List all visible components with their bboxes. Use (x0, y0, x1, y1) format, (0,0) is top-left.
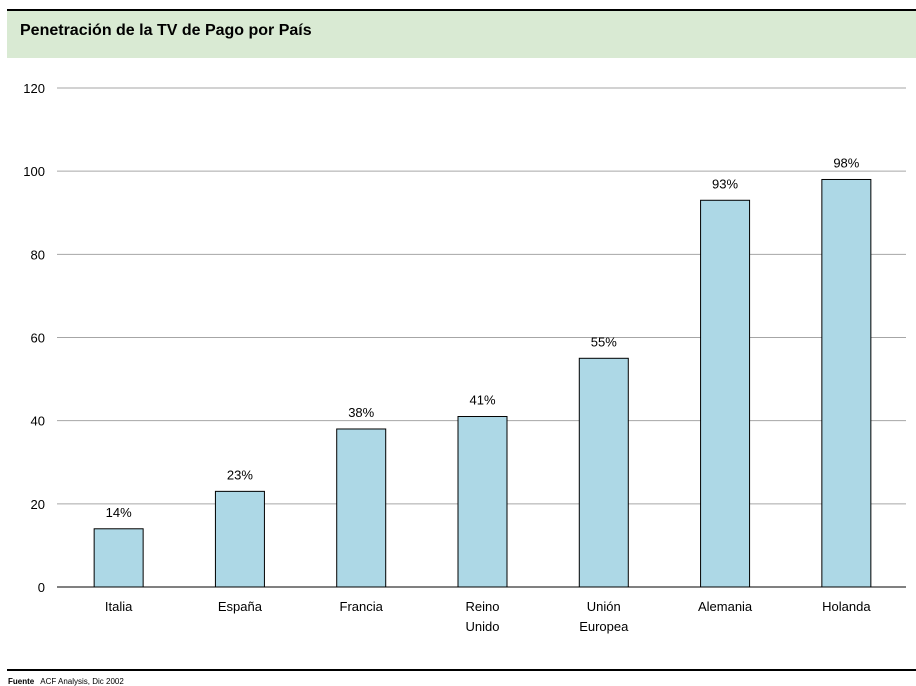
y-tick-label: 100 (23, 164, 45, 179)
data-label: 23% (227, 467, 253, 482)
data-label: 38% (348, 405, 374, 420)
category-label: Unión Europea (579, 599, 629, 634)
data-label: 98% (833, 155, 859, 170)
y-axis-ticks: 0 20 40 60 80 100 120 (23, 81, 45, 595)
category-label: Reino Unido (466, 599, 500, 634)
source-text: ACF Analysis, Dic 2002 (40, 677, 124, 686)
y-tick-label: 80 (31, 247, 45, 262)
data-label: 41% (469, 393, 495, 408)
y-tick-label: 120 (23, 81, 45, 96)
data-label: 93% (712, 176, 738, 191)
bar (457, 416, 508, 588)
bars (93, 178, 872, 588)
chart-title: Penetración de la TV de Pago por País (20, 22, 312, 39)
category-label: Francia (340, 599, 384, 614)
bar (578, 357, 629, 588)
bar (93, 528, 144, 588)
bar (336, 428, 387, 588)
data-label: 55% (591, 334, 617, 349)
bar (821, 178, 872, 588)
bar (700, 199, 751, 588)
source-note: Fuente ACF Analysis, Dic 2002 (8, 677, 124, 686)
chart-title-bar: Penetración de la TV de Pago por País (7, 9, 916, 58)
data-labels: 14% 23% 38% 41% 55% 93% 98% (106, 155, 860, 519)
category-label: Holanda (822, 599, 871, 614)
bar (214, 490, 265, 588)
y-tick-label: 60 (31, 331, 45, 346)
category-label: España (218, 599, 263, 614)
y-tick-label: 40 (31, 414, 45, 429)
source-label: Fuente (8, 677, 35, 686)
y-tick-label: 20 (31, 497, 45, 512)
footer-divider (7, 669, 916, 671)
category-label: Alemania (698, 599, 753, 614)
y-tick-label: 0 (38, 580, 45, 595)
category-label: Italia (105, 599, 133, 614)
data-label: 14% (106, 505, 132, 520)
x-axis-labels: Italia España Francia Reino Unido Unión Europe… (105, 599, 871, 634)
